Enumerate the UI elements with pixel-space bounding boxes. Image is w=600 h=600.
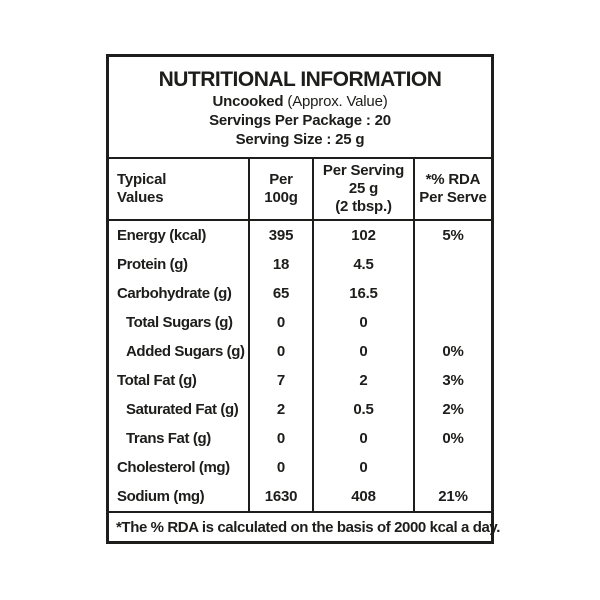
per-serving-value: 2 bbox=[312, 366, 413, 395]
column-header-rda: *% RDA Per Serve bbox=[413, 159, 491, 219]
nutrient-label: Sodium (mg) bbox=[117, 488, 205, 505]
nutrient-label: Trans Fat (g) bbox=[126, 430, 211, 447]
column-header-typical-values: Typical Values bbox=[117, 171, 167, 206]
rda-value: 3% bbox=[413, 366, 491, 395]
per-serving-value: 4.5 bbox=[312, 250, 413, 279]
approx-value-note: (Approx. Value) bbox=[287, 93, 388, 110]
nutrient-label: Cholesterol (mg) bbox=[117, 459, 230, 476]
rda-value: 2% bbox=[413, 395, 491, 424]
nutrient-label: Saturated Fat (g) bbox=[126, 401, 239, 418]
column-header-per-100g: Per 100g bbox=[248, 159, 312, 219]
table-row-trans-fat: Trans Fat (g) 0 0 0% bbox=[109, 424, 491, 453]
per-serving-value: 102 bbox=[312, 221, 413, 250]
per-100g-value: 18 bbox=[248, 250, 312, 279]
nutrition-label: NUTRITIONAL INFORMATION Uncooked (Approx.… bbox=[106, 54, 500, 544]
per-serving-value: 16.5 bbox=[312, 279, 413, 308]
per-serving-value: 0 bbox=[312, 308, 413, 337]
per-100g-value: 1630 bbox=[248, 482, 312, 511]
per-serving-value: 0 bbox=[312, 453, 413, 482]
nutrition-table: Typical Values Per 100g Per Serving 25 g… bbox=[109, 157, 491, 511]
rda-value bbox=[413, 308, 491, 337]
per-100g-value: 2 bbox=[248, 395, 312, 424]
per-100g-value: 395 bbox=[248, 221, 312, 250]
per-100g-value: 65 bbox=[248, 279, 312, 308]
rda-value bbox=[413, 453, 491, 482]
nutrient-label: Added Sugars (g) bbox=[126, 343, 245, 360]
servings-per-package: Servings Per Package : 20 bbox=[209, 112, 391, 129]
table-row-sodium: Sodium (mg) 1630 408 21% bbox=[109, 482, 491, 511]
table-header-row: Typical Values Per 100g Per Serving 25 g… bbox=[109, 157, 491, 221]
nutrient-label: Energy (kcal) bbox=[117, 227, 207, 244]
per-100g-value: 0 bbox=[248, 308, 312, 337]
per-100g-value: 0 bbox=[248, 424, 312, 453]
nutrient-label: Carbohydrate (g) bbox=[117, 285, 232, 302]
rda-footnote: *The % RDA is calculated on the basis of… bbox=[109, 511, 500, 543]
table-row-energy: Energy (kcal) 395 102 5% bbox=[109, 221, 491, 250]
rda-value: 0% bbox=[413, 424, 491, 453]
table-row-total-sugars: Total Sugars (g) 0 0 bbox=[109, 308, 491, 337]
cooking-state-bold: Uncooked bbox=[212, 93, 284, 110]
table-row-added-sugars: Added Sugars (g) 0 0 0% bbox=[109, 337, 491, 366]
per-100g-value: 7 bbox=[248, 366, 312, 395]
per-serving-value: 0.5 bbox=[312, 395, 413, 424]
nutrient-label: Protein (g) bbox=[117, 256, 188, 273]
table-row-protein: Protein (g) 18 4.5 bbox=[109, 250, 491, 279]
per-serving-value: 0 bbox=[312, 337, 413, 366]
serving-size: Serving Size : 25 g bbox=[235, 131, 365, 148]
label-header: NUTRITIONAL INFORMATION Uncooked (Approx.… bbox=[109, 57, 491, 157]
nutrition-title: NUTRITIONAL INFORMATION bbox=[158, 68, 442, 91]
per-100g-value: 0 bbox=[248, 453, 312, 482]
cooking-state-note: Uncooked (Approx. Value) bbox=[212, 92, 387, 111]
table-row-cholesterol: Cholesterol (mg) 0 0 bbox=[109, 453, 491, 482]
rda-value: 0% bbox=[413, 337, 491, 366]
table-row-carbohydrate: Carbohydrate (g) 65 16.5 bbox=[109, 279, 491, 308]
per-serving-value: 0 bbox=[312, 424, 413, 453]
rda-value bbox=[413, 279, 491, 308]
per-100g-value: 0 bbox=[248, 337, 312, 366]
nutrient-label: Total Fat (g) bbox=[117, 372, 197, 389]
table-row-saturated-fat: Saturated Fat (g) 2 0.5 2% bbox=[109, 395, 491, 424]
rda-value bbox=[413, 250, 491, 279]
nutrient-label: Total Sugars (g) bbox=[126, 314, 233, 331]
rda-value: 21% bbox=[413, 482, 491, 511]
table-row-total-fat: Total Fat (g) 7 2 3% bbox=[109, 366, 491, 395]
column-header-per-serving: Per Serving 25 g (2 tbsp.) bbox=[312, 159, 413, 219]
rda-value: 5% bbox=[413, 221, 491, 250]
per-serving-value: 408 bbox=[312, 482, 413, 511]
